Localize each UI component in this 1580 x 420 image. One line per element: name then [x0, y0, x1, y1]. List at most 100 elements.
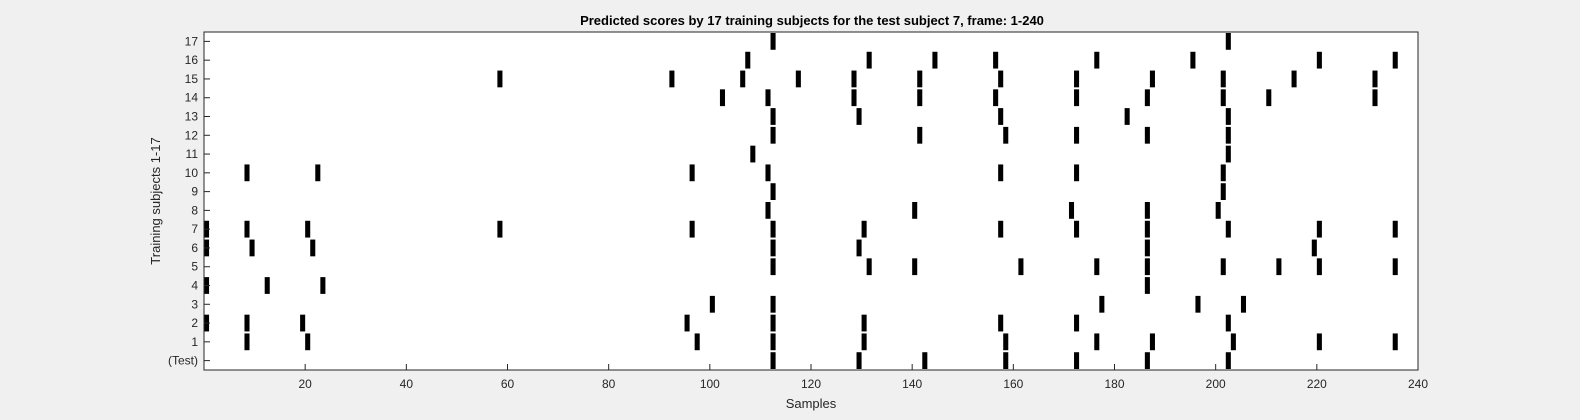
score-mark: [770, 352, 776, 369]
score-mark: [1195, 295, 1201, 313]
score-mark: [770, 333, 776, 351]
score-mark: [998, 108, 1004, 125]
score-mark: [1316, 258, 1322, 276]
score-mark: [770, 108, 776, 125]
score-mark: [998, 314, 1004, 332]
score-mark: [1074, 70, 1080, 88]
score-mark: [1144, 352, 1150, 369]
score-mark: [1225, 33, 1231, 50]
score-mark: [1291, 70, 1297, 88]
x-tick-label: 200: [1206, 377, 1226, 391]
score-mark: [709, 295, 715, 313]
plot-area: [204, 32, 1418, 370]
x-tick-label: 160: [1003, 377, 1023, 391]
score-mark: [1144, 220, 1150, 238]
score-mark: [305, 333, 311, 351]
y-tick-label: 6: [191, 241, 198, 255]
score-mark: [861, 314, 867, 332]
y-tick-label: 1: [191, 335, 198, 349]
x-tick-label: 40: [400, 377, 414, 391]
score-mark: [244, 333, 250, 351]
score-mark: [770, 239, 776, 257]
y-tick-label: 13: [185, 110, 199, 124]
score-mark: [1144, 239, 1150, 257]
score-mark: [1220, 183, 1226, 200]
score-mark: [1220, 258, 1226, 276]
score-mark: [912, 258, 918, 276]
score-mark: [993, 89, 999, 107]
score-mark: [249, 239, 255, 257]
score-mark: [917, 70, 923, 88]
score-mark: [1225, 220, 1231, 238]
score-mark: [1316, 333, 1322, 351]
score-mark: [1225, 314, 1231, 332]
score-mark: [315, 164, 321, 182]
score-mark: [917, 89, 923, 107]
score-mark: [320, 277, 326, 294]
score-mark: [861, 333, 867, 351]
score-mark: [1311, 239, 1317, 257]
y-tick-label: 5: [191, 260, 198, 274]
x-axis-label: Samples: [786, 396, 837, 411]
y-tick-label: 3: [191, 297, 198, 311]
score-mark: [1074, 126, 1080, 144]
score-mark: [932, 51, 938, 69]
score-mark: [770, 183, 776, 200]
y-tick-label: 9: [191, 185, 198, 199]
score-mark: [1144, 258, 1150, 276]
score-mark: [770, 220, 776, 238]
score-mark: [770, 295, 776, 313]
score-mark: [866, 51, 872, 69]
score-mark: [1003, 352, 1009, 369]
score-mark: [497, 220, 503, 238]
y-tick-label: 7: [191, 222, 198, 236]
score-mark: [851, 70, 857, 88]
score-mark: [244, 314, 250, 332]
score-mark: [745, 51, 751, 69]
x-tick-label: 240: [1408, 377, 1428, 391]
score-mark: [770, 33, 776, 50]
score-mark: [1230, 333, 1236, 351]
score-mark: [1003, 126, 1009, 144]
score-mark: [856, 239, 862, 257]
heatmap-marks: [204, 33, 1398, 369]
score-mark: [1276, 258, 1282, 276]
score-mark: [851, 89, 857, 107]
y-tick-label: 12: [185, 128, 199, 142]
score-mark: [669, 70, 675, 88]
score-mark: [1392, 51, 1398, 69]
score-mark: [1220, 89, 1226, 107]
score-mark: [912, 202, 918, 219]
chart-title: Predicted scores by 17 training subjects…: [580, 13, 1044, 28]
y-axis-label: Training subjects 1-17: [148, 137, 163, 264]
score-mark: [1144, 277, 1150, 294]
score-mark: [1372, 70, 1378, 88]
score-mark: [264, 277, 270, 294]
score-mark: [1392, 258, 1398, 276]
score-mark: [1225, 108, 1231, 125]
y-tick-label: 10: [185, 166, 199, 180]
score-mark: [1266, 89, 1272, 107]
score-mark: [1124, 108, 1130, 125]
score-mark: [917, 126, 923, 144]
score-mark: [1392, 220, 1398, 238]
score-mark: [856, 352, 862, 369]
score-mark: [1144, 202, 1150, 219]
score-mark: [719, 89, 726, 107]
score-mark: [795, 70, 801, 88]
x-axis: 20 40 60 80 100 120 140 160 180 200 220 240: [298, 364, 1428, 391]
y-tick-label: 14: [185, 91, 199, 105]
score-mark: [1225, 145, 1231, 163]
score-mark: [750, 145, 756, 163]
y-tick-label: 17: [185, 34, 199, 48]
score-mark: [1190, 51, 1196, 69]
x-tick-label: 80: [602, 377, 616, 391]
score-mark: [1094, 333, 1100, 351]
score-mark: [1074, 164, 1080, 182]
score-mark: [1220, 70, 1226, 88]
score-mark: [770, 126, 776, 144]
score-mark: [1094, 51, 1100, 69]
score-mark: [1074, 89, 1080, 107]
score-mark: [770, 258, 776, 276]
x-tick-label: 120: [801, 377, 821, 391]
